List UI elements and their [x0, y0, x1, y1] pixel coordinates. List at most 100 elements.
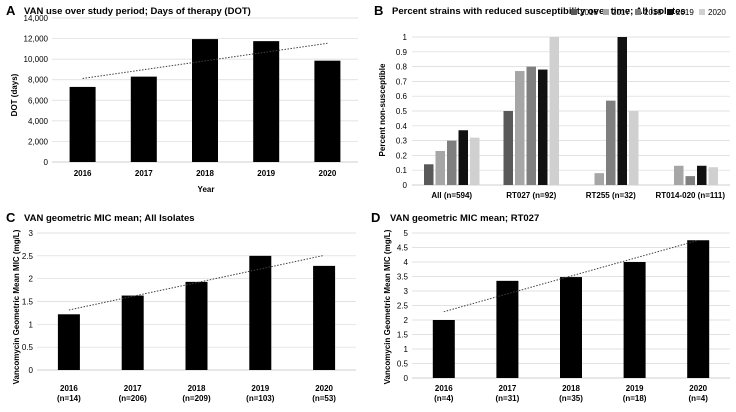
panel-d-y-tick-label: 3 [404, 287, 409, 296]
panel-b-letter: B [374, 3, 383, 18]
panel-d: D VAN geometric MIC mean; RT027 Vancomyc… [371, 210, 730, 403]
panel-b-bar-RT027 (n=92)-2017 [515, 71, 525, 185]
panel-c-x-tick-label: 2017 [124, 384, 142, 393]
panel-c-y-tick-label: 0 [29, 366, 34, 375]
panel-c-plot: 00.511.522.532016(n=14)2017(n=206)2018(n… [22, 229, 356, 403]
panel-c-letter: C [6, 210, 16, 225]
panel-b-legend-label-2016: 2016 [580, 8, 598, 17]
panel-d-bar-2016 [432, 320, 455, 378]
panel-a-plot: 0 2,000 4,000 6,000 8,000 10,000 12,000 14,000 2… [24, 14, 358, 178]
panel-d-x-tick-label: 2016 [435, 384, 453, 393]
panel-b-bar-RT255 (n=32)-2018 [606, 100, 616, 185]
panel-a-x-tick-label: 2020 [319, 169, 337, 178]
panel-b: B Percent strains with reduced susceptib… [374, 3, 730, 200]
panel-c-x-tick-sublabel: (n=103) [246, 394, 275, 403]
panel-b-legend-label-2017: 2017 [612, 8, 630, 17]
panel-d-bar-2017 [496, 280, 519, 378]
panel-a-y-tick-label: 12,000 [24, 35, 49, 44]
panel-b-bar-RT027 (n=92)-2018 [526, 66, 536, 185]
panel-a-x-tick-label: 2017 [135, 169, 153, 178]
panel-b-y-tick-label: 0.7 [396, 77, 408, 86]
panel-c-bar-2020 [313, 265, 336, 370]
panel-d-x-tick-sublabel: (n=4) [689, 394, 709, 403]
panel-b-bar-RT255 (n=32)-2020 [629, 111, 639, 185]
panel-d-plot: 00.511.522.533.544.552016(n=4)2017(n=31)… [397, 229, 730, 403]
panel-c-x-tick-label: 2016 [60, 384, 78, 393]
panel-c-x-tick-label: 2018 [188, 384, 206, 393]
panel-b-y-tick-label: 0.9 [396, 48, 408, 57]
panel-c-x-tick-label: 2019 [251, 384, 269, 393]
panel-d-y-tick-label: 0.5 [397, 360, 409, 369]
panel-b-bar-RT014-020 (n=111)-2018 [685, 176, 695, 185]
panel-b-bar-RT255 (n=32)-2019 [617, 37, 627, 185]
panel-a-y-tick-label: 8,000 [28, 76, 49, 85]
panel-b-legend-label-2018: 2018 [644, 8, 662, 17]
panel-b-legend-swatch-2016 [571, 9, 577, 15]
panel-c-y-tick-label: 1.5 [22, 298, 34, 307]
panel-c-bar-2018 [185, 281, 208, 370]
panel-b-legend-label-2019: 2019 [676, 8, 694, 17]
panel-d-y-tick-label: 5 [404, 229, 409, 238]
panel-a-x-axis-label: Year [198, 185, 215, 194]
panel-b-bar-All (n=594)-2017 [435, 150, 445, 185]
panel-b-bar-RT014-020 (n=111)-2019 [697, 165, 707, 185]
panel-b-y-tick-label: 0.8 [396, 63, 408, 72]
panel-d-y-tick-label: 1 [404, 345, 409, 354]
panel-d-y-tick-label: 2 [404, 316, 409, 325]
panel-d-x-tick-sublabel: (n=4) [434, 394, 454, 403]
panel-b-bar-RT014-020 (n=111)-2020 [708, 167, 718, 185]
panel-a-x-tick-label: 2018 [196, 169, 214, 178]
panel-a-y-tick-label: 0 [44, 158, 49, 167]
panel-b-bar-RT255 (n=32)-2017 [594, 173, 604, 185]
panel-d-bar-2019 [623, 262, 646, 378]
panel-b-x-tick-label: All (n=594) [431, 191, 472, 200]
panel-a-y-tick-label: 14,000 [24, 14, 49, 23]
panel-a-y-axis-label: DOT (days) [10, 73, 19, 116]
panel-a-y-tick-label: 2,000 [28, 137, 49, 146]
panel-b-bar-RT027 (n=92)-2020 [549, 37, 559, 185]
panel-c-x-tick-sublabel: (n=206) [119, 394, 148, 403]
panel-b-legend-swatch-2017 [603, 9, 609, 15]
panel-d-y-axis-label: Vancomycin Geometric Mean MIC (mg/L) [383, 229, 392, 384]
panel-a-x-tick-label: 2016 [74, 169, 92, 178]
panel-c-x-tick-sublabel: (n=209) [182, 394, 211, 403]
panel-d-x-tick-sublabel: (n=18) [623, 394, 647, 403]
panel-a-bar-2016 [69, 86, 96, 162]
panel-a-y-tick-label: 4,000 [28, 117, 49, 126]
panel-c-y-tick-label: 1 [29, 320, 34, 329]
panel-b-legend-swatch-2019 [667, 9, 673, 15]
panel-d-x-tick-sublabel: (n=31) [496, 394, 520, 403]
panel-d-x-tick-sublabel: (n=35) [559, 394, 583, 403]
panel-d-x-tick-label: 2019 [626, 384, 644, 393]
panel-a-bar-2019 [253, 41, 280, 163]
panel-c-bar-2017 [121, 295, 144, 370]
panel-b-y-tick-label: 0.3 [396, 137, 408, 146]
panel-c: C VAN geometric MIC mean; All Isolates V… [6, 210, 356, 403]
panel-a-bar-2017 [130, 76, 157, 162]
panel-b-plot: 0 0.1 0.2 0.3 0.4 0.5 0.6 0.7 0.8 0.9 1 All (n=594)… [396, 33, 730, 200]
panel-c-bar-2019 [249, 255, 272, 370]
panel-d-x-tick-label: 2017 [499, 384, 517, 393]
panel-b-y-tick-label: 1 [403, 33, 408, 42]
panel-c-x-tick-sublabel: (n=53) [312, 394, 336, 403]
panel-a: A VAN use over study period; Days of the… [6, 3, 358, 194]
panel-b-x-tick-label: RT014-020 (n=111) [655, 191, 725, 200]
panel-d-y-tick-label: 1.5 [397, 331, 409, 340]
panel-b-legend-swatch-2018 [635, 9, 641, 15]
panel-b-title: Percent strains with reduced susceptibil… [392, 6, 686, 17]
panel-d-x-tick-label: 2018 [562, 384, 580, 393]
panel-b-bar-RT014-020 (n=111)-2017 [674, 165, 684, 185]
panel-c-y-tick-label: 2 [29, 275, 34, 284]
panel-a-y-tick-label: 10,000 [24, 55, 49, 64]
panel-a-letter: A [6, 3, 16, 18]
panel-a-bar-2020 [314, 60, 341, 162]
panel-c-trendline [68, 254, 325, 311]
panel-b-y-tick-label: 0.6 [396, 92, 408, 101]
panel-b-x-tick-label: RT027 (n=92) [506, 191, 556, 200]
panel-d-y-tick-label: 3.5 [397, 273, 409, 282]
panel-b-bar-RT027 (n=92)-2019 [538, 69, 548, 185]
panel-a-title: VAN use over study period; Days of thera… [24, 6, 251, 17]
panel-d-bar-2020 [687, 240, 710, 378]
panel-b-legend-swatch-2020 [699, 9, 705, 15]
